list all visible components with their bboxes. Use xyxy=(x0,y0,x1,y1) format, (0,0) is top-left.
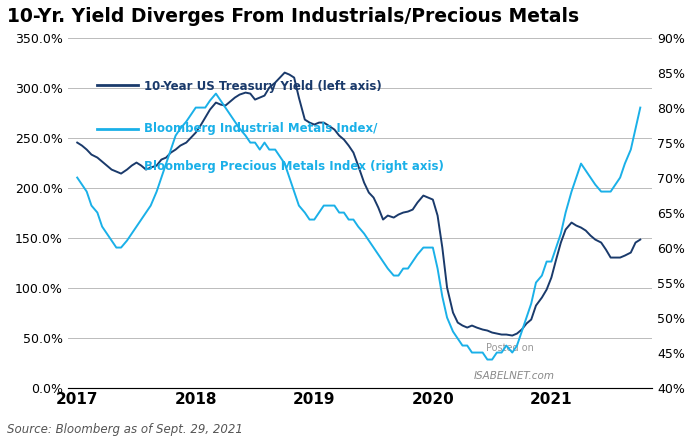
Text: 10-Yr. Yield Diverges From Industrials/Precious Metals: 10-Yr. Yield Diverges From Industrials/P… xyxy=(7,7,579,26)
Text: Bloomberg Precious Metals Index (right axis): Bloomberg Precious Metals Index (right a… xyxy=(144,160,444,173)
Text: ISABELNET.com: ISABELNET.com xyxy=(474,370,555,381)
Text: 10-Year US Treasury Yield (left axis): 10-Year US Treasury Yield (left axis) xyxy=(144,80,382,92)
Text: Source: Bloomberg as of Sept. 29, 2021: Source: Bloomberg as of Sept. 29, 2021 xyxy=(7,422,243,436)
Text: Bloomberg Industrial Metals Index/: Bloomberg Industrial Metals Index/ xyxy=(144,121,377,135)
Text: Posted on: Posted on xyxy=(486,343,533,352)
